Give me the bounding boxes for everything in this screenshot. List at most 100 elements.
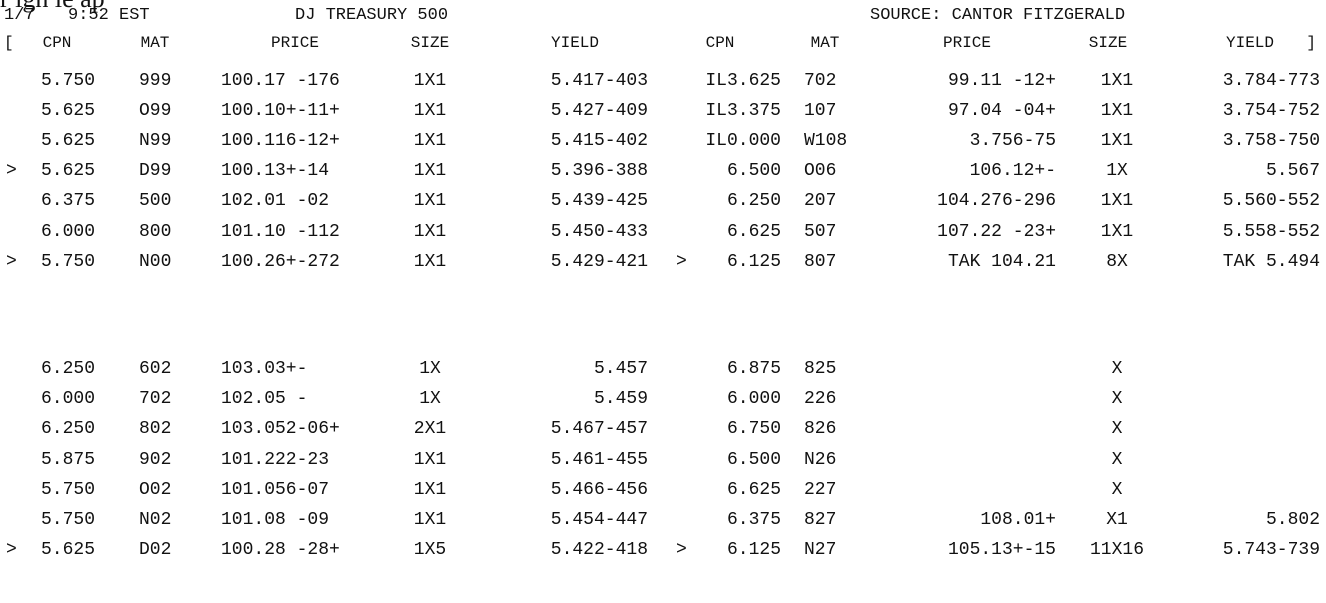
price-cell: 100.26+-272	[221, 251, 340, 272]
coupon-cell: 6.250	[726, 191, 781, 212]
price-cell: 101.10 -112	[221, 221, 340, 242]
coupon-cell: 6.125	[726, 251, 781, 272]
quote-row: 5.625 N99 100.116-12+ 1X1 5.415-402 IL0.000 W1…	[0, 126, 1326, 156]
coupon-cell: 6.875	[726, 359, 781, 379]
header-bracket-close: ]	[1306, 34, 1316, 52]
yield-cell: 3.784-773	[1222, 71, 1320, 91]
yield-cell: 5.429-421	[550, 251, 648, 272]
clipped-top-text: r igh le ap	[0, 0, 105, 12]
col-header-price-2: PRICE	[942, 34, 991, 52]
yield-cell: 5.427-409	[550, 101, 648, 122]
quote-row: 6.250 802 103.052-06+ 2X1 5.467-457 6.750 826 X	[0, 414, 1326, 444]
maturity-cell: 702	[139, 389, 172, 410]
quote-row: 5.750 N02 101.08 -09 1X1 5.454-447 6.375 827 10…	[0, 505, 1326, 535]
row-marker: >	[6, 161, 17, 182]
coupon-cell: 6.000	[726, 389, 781, 410]
maturity-cell: 226	[804, 389, 837, 410]
maturity-cell: 507	[804, 221, 837, 242]
coupon-cell: 6.250	[40, 419, 95, 440]
maturity-cell: 827	[804, 510, 837, 530]
size-cell: 8X	[1106, 251, 1128, 272]
price-cell: 102.05 -	[221, 389, 308, 410]
col-header-mat-2: MAT	[810, 34, 840, 52]
col-header-cpn-1: CPN	[42, 34, 72, 52]
quote-row: 6.000 702 102.05 - 1X 5.459 6.000 226 X	[0, 384, 1326, 414]
quote-row: >5.750 N00 100.26+-272 1X1 5.429-421 >6.125 80…	[0, 247, 1326, 277]
coupon-cell: 5.750	[40, 479, 95, 500]
price-cell: 100.13+-14	[221, 161, 330, 182]
price-cell: 100.17 -176	[221, 71, 340, 91]
coupon-cell: IL3.375	[705, 101, 781, 122]
coupon-cell: 6.125	[726, 540, 781, 561]
coupon-cell: 6.375	[726, 510, 781, 530]
maturity-cell: 800	[139, 221, 172, 242]
price-cell: 108.01+	[980, 510, 1056, 530]
yield-cell: 5.454-447	[550, 510, 648, 530]
size-cell: 1X	[419, 389, 441, 410]
maturity-cell: 227	[804, 479, 837, 500]
price-cell: 101.222-23	[221, 449, 330, 470]
col-header-yield-1: YIELD	[550, 34, 599, 52]
maturity-cell: 602	[139, 359, 172, 379]
size-cell: 1X1	[413, 161, 447, 182]
size-cell: 1X1	[1100, 221, 1134, 242]
yield-cell: 5.439-425	[550, 191, 648, 212]
maturity-cell: 807	[804, 251, 837, 272]
quote-row: 5.875 902 101.222-23 1X1 5.461-455 6.500 N26 X	[0, 445, 1326, 475]
size-cell: 1X1	[413, 131, 447, 152]
maturity-cell: N27	[804, 540, 837, 561]
size-cell: 1X1	[413, 479, 447, 500]
yield-cell: 5.467-457	[550, 419, 648, 440]
coupon-cell: 5.750	[40, 251, 95, 272]
size-cell: X	[1111, 479, 1123, 500]
maturity-cell: 999	[139, 71, 172, 91]
coupon-cell: 5.625	[40, 101, 95, 122]
price-cell: TAK 104.21	[947, 251, 1056, 272]
yield-cell: 5.567	[1265, 161, 1320, 182]
size-cell: 1X1	[413, 251, 447, 272]
price-cell: 100.10+-11+	[221, 101, 340, 122]
coupon-cell: IL0.000	[705, 131, 781, 152]
maturity-cell: 107	[804, 101, 837, 122]
coupon-cell: 6.000	[40, 389, 95, 410]
maturity-cell: D99	[139, 161, 172, 182]
size-cell: X	[1111, 449, 1123, 470]
price-cell: 102.01 -02	[221, 191, 330, 212]
row-marker: >	[6, 540, 17, 561]
coupon-cell: IL3.625	[705, 71, 781, 91]
size-cell: 1X	[1106, 161, 1128, 182]
col-header-yield-2: YIELD	[1225, 34, 1274, 52]
yield-cell: 5.417-403	[550, 71, 648, 91]
size-cell: 1X	[419, 359, 441, 379]
quote-row: >5.625 D99 100.13+-14 1X1 5.396-388 6.500 O06 1…	[0, 156, 1326, 186]
maturity-cell: 207	[804, 191, 837, 212]
yield-cell: 5.396-388	[550, 161, 648, 182]
size-cell: X	[1111, 389, 1123, 410]
col-header-cpn-2: CPN	[705, 34, 735, 52]
quote-row: 5.750 O02 101.056-07 1X1 5.466-456 6.625 227 X	[0, 475, 1326, 505]
coupon-cell: 5.625	[40, 161, 95, 182]
coupon-cell: 6.375	[40, 191, 95, 212]
size-cell: 1X1	[413, 71, 447, 91]
price-cell: 97.04 -04+	[947, 101, 1056, 122]
header-time: 9:52 EST	[68, 6, 150, 25]
col-header-size-1: SIZE	[410, 34, 450, 52]
quote-row: 6.000 800 101.10 -112 1X1 5.450-433 6.625 507 1…	[0, 217, 1326, 247]
row-marker: >	[6, 251, 17, 272]
yield-cell: 5.457	[593, 359, 648, 379]
maturity-cell: 902	[139, 449, 172, 470]
yield-cell: 5.450-433	[550, 221, 648, 242]
size-cell: 2X1	[413, 419, 447, 440]
yield-cell: 5.558-552	[1222, 221, 1320, 242]
price-cell: 104.276-296	[937, 191, 1056, 212]
row-marker: >	[676, 540, 687, 561]
coupon-cell: 6.625	[726, 221, 781, 242]
price-cell: 106.12+-	[969, 161, 1056, 182]
coupon-cell: 5.750	[40, 71, 95, 91]
maturity-cell: 826	[804, 419, 837, 440]
quote-row: 6.250 602 103.03+- 1X 5.457 6.875 825 X	[0, 354, 1326, 384]
price-cell: 3.756-75	[969, 131, 1056, 152]
header-source: SOURCE: CANTOR FITZGERALD	[870, 6, 1126, 25]
coupon-cell: 6.500	[726, 449, 781, 470]
coupon-cell: 5.875	[40, 449, 95, 470]
